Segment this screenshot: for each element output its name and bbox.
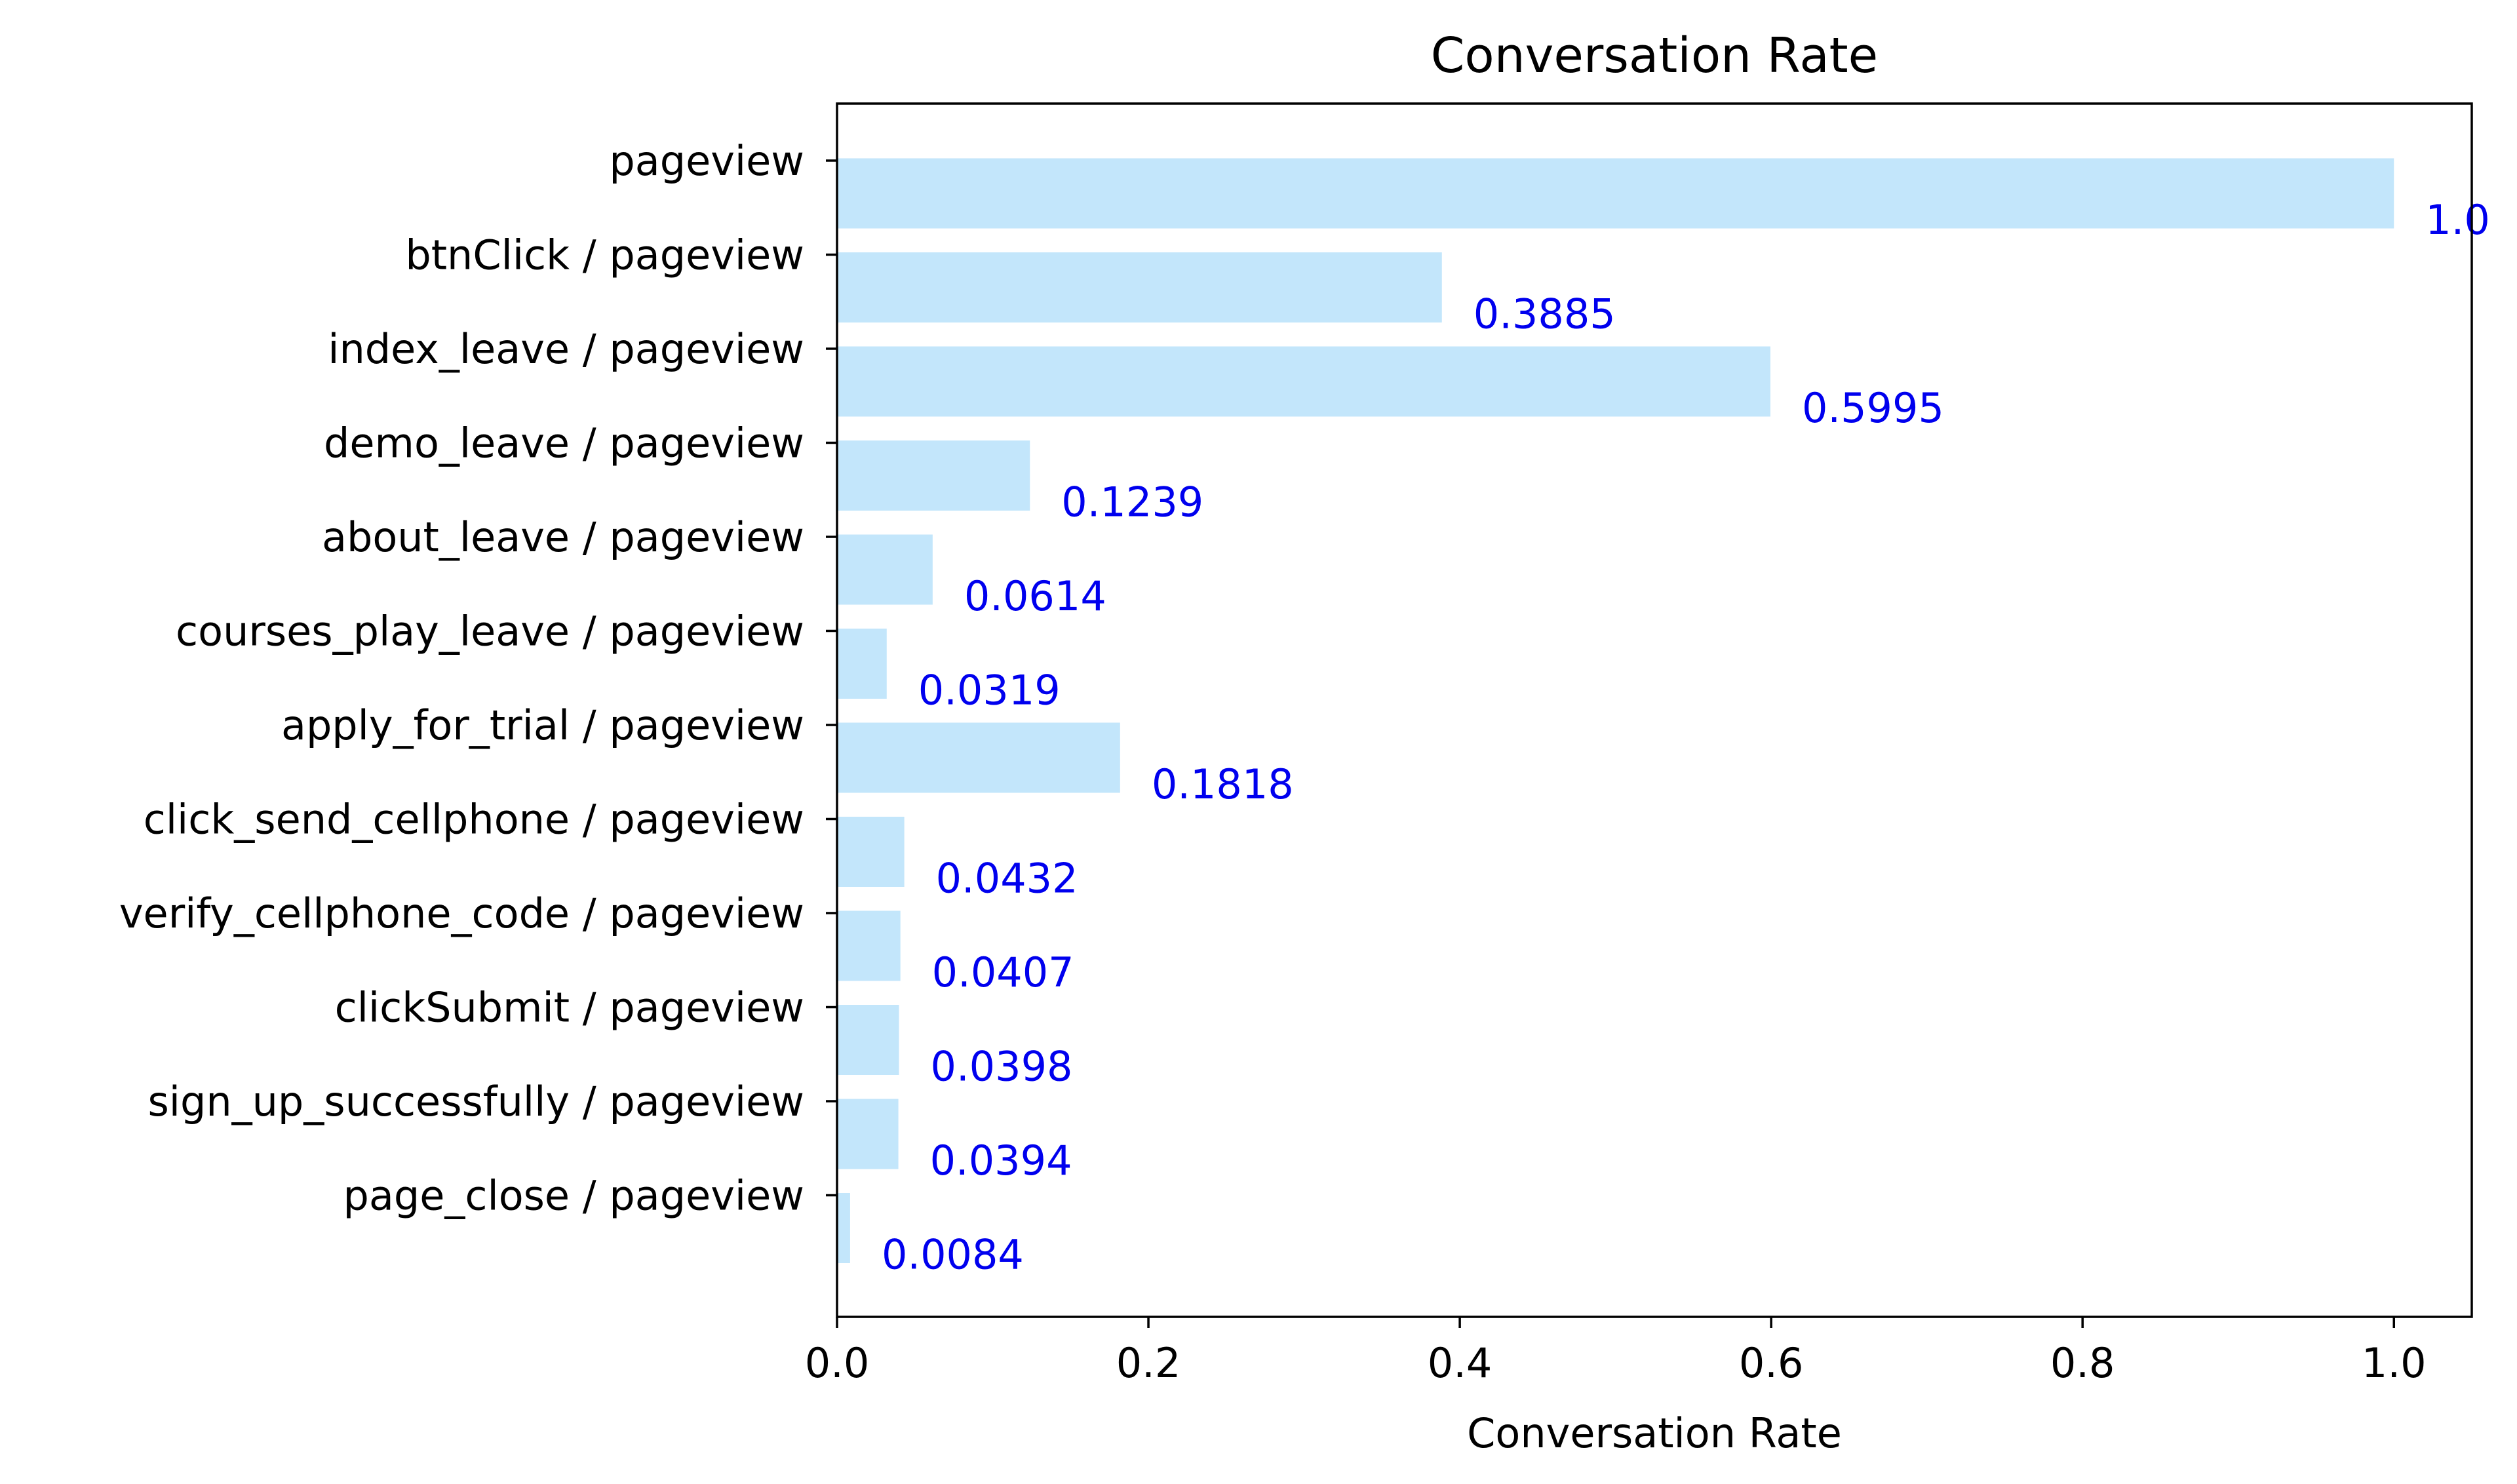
y-tick-label: pageview bbox=[609, 137, 804, 185]
bar bbox=[837, 817, 905, 887]
data-label: 1.0 bbox=[2425, 196, 2490, 244]
data-label: 0.1818 bbox=[1152, 760, 1294, 808]
y-tick-label: about_leave / pageview bbox=[322, 513, 804, 561]
plot-frame bbox=[836, 102, 2473, 1318]
y-tick-label: courses_play_leave / pageview bbox=[176, 608, 804, 655]
bar bbox=[837, 252, 1442, 322]
data-labels-group: 1.0 0.3885 0.5995 0.1239 0.0614 0.0319 0.1818 0… bbox=[882, 196, 2490, 1279]
data-label: 0.3885 bbox=[1473, 290, 1616, 338]
x-tick-label: 0.2 bbox=[1116, 1339, 1181, 1387]
chart-title: Conversation Rate bbox=[1431, 28, 1878, 84]
x-tick-label: 0.6 bbox=[1739, 1339, 1804, 1387]
y-tick-label: apply_for_trial / pageview bbox=[281, 701, 804, 749]
y-axis-ticks: pageview btnClick / pageview index_leave /… bbox=[119, 137, 837, 1220]
data-label: 0.0407 bbox=[932, 948, 1074, 996]
bar bbox=[837, 722, 1120, 793]
data-label: 0.0398 bbox=[931, 1043, 1073, 1091]
y-tick-label: sign_up_successfully / pageview bbox=[147, 1078, 804, 1125]
data-label: 0.5995 bbox=[1802, 384, 1944, 432]
y-tick-label: verify_cellphone_code / pageview bbox=[119, 889, 804, 937]
bar bbox=[837, 1099, 899, 1169]
data-label: 0.0084 bbox=[882, 1231, 1024, 1279]
data-label: 0.0319 bbox=[918, 667, 1061, 714]
y-tick-label: index_leave / pageview bbox=[328, 325, 804, 373]
y-tick-label: demo_leave / pageview bbox=[324, 420, 804, 467]
bar bbox=[837, 534, 933, 605]
x-tick-label: 1.0 bbox=[2362, 1339, 2427, 1387]
bar bbox=[837, 1193, 850, 1263]
bar bbox=[837, 158, 2394, 229]
y-tick-label: btnClick / pageview bbox=[405, 231, 804, 279]
bar bbox=[837, 346, 1770, 417]
y-tick-label: page_close / pageview bbox=[343, 1172, 804, 1220]
bar bbox=[837, 1005, 899, 1075]
data-label: 0.1239 bbox=[1061, 478, 1203, 526]
y-tick-label: clickSubmit / pageview bbox=[335, 984, 804, 1032]
bar bbox=[837, 910, 901, 981]
x-tick-label: 0.0 bbox=[805, 1339, 870, 1387]
data-label: 0.0614 bbox=[964, 572, 1106, 620]
data-label: 0.0432 bbox=[936, 855, 1078, 903]
y-tick-label: click_send_cellphone / pageview bbox=[144, 796, 804, 844]
x-tick-label: 0.4 bbox=[1428, 1339, 1493, 1387]
bars-group bbox=[837, 158, 2394, 1263]
x-tick-label: 0.8 bbox=[2050, 1339, 2115, 1387]
data-label: 0.0394 bbox=[930, 1137, 1072, 1184]
bar bbox=[837, 629, 887, 699]
x-axis-ticks: 0.0 0.2 0.4 0.6 0.8 1.0 bbox=[805, 1317, 2427, 1387]
x-axis-label: Conversation Rate bbox=[1467, 1409, 1842, 1457]
bar bbox=[837, 440, 1030, 511]
